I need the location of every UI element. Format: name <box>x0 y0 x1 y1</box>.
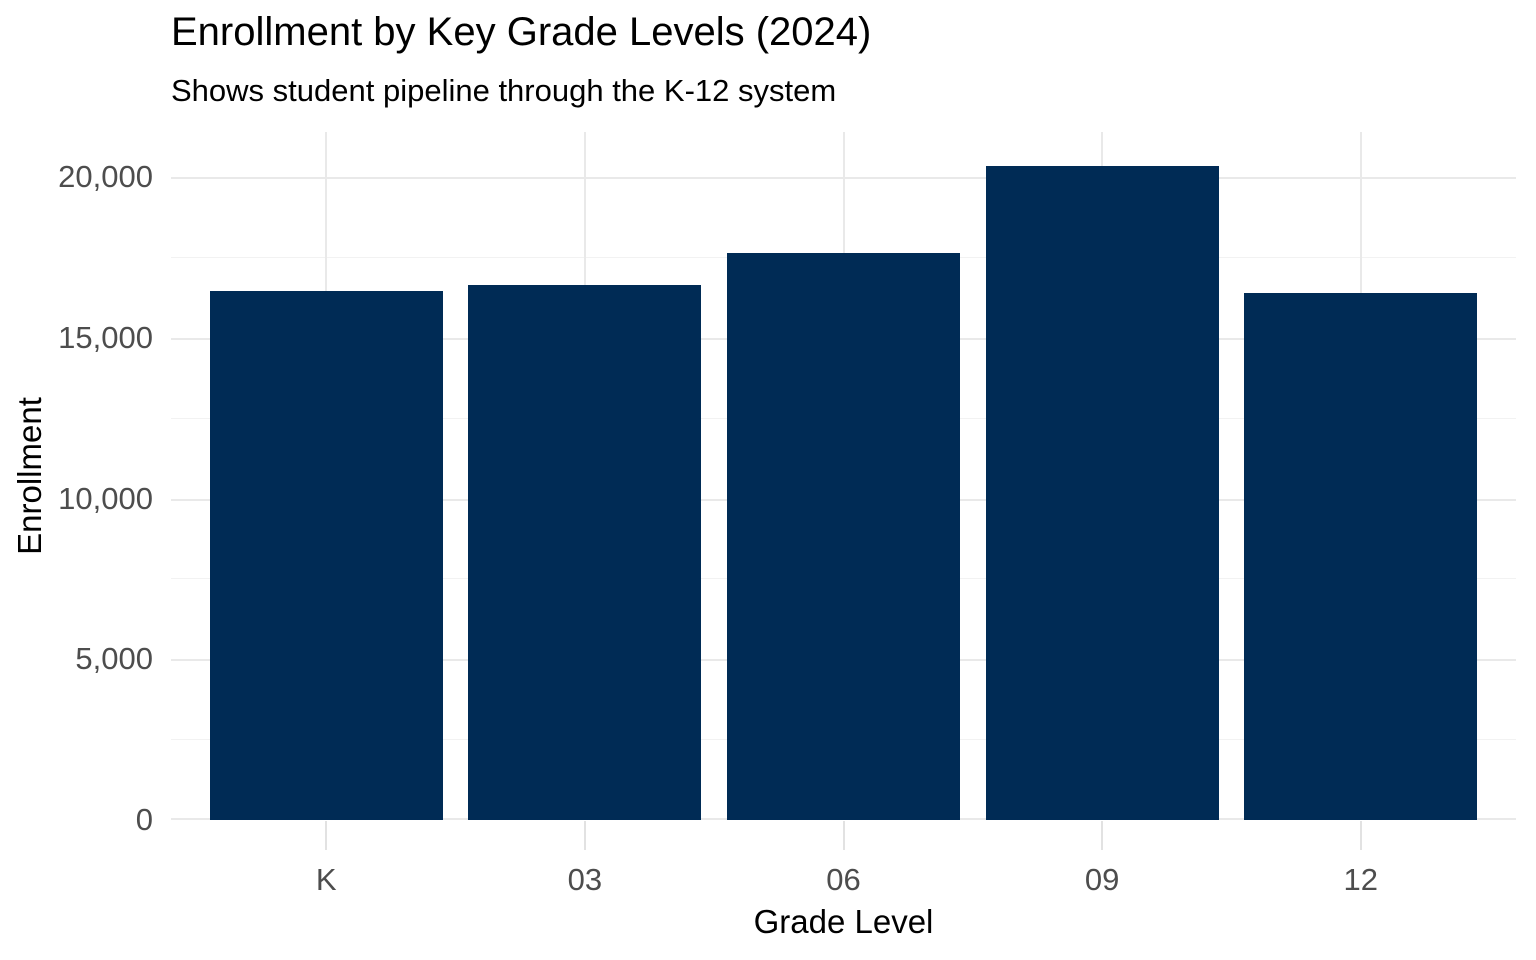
x-tick-mark <box>1101 821 1104 850</box>
bar-03 <box>468 284 702 820</box>
bar-K <box>209 291 443 820</box>
y-axis-title: Enrollment <box>11 397 48 555</box>
x-tick-mark <box>1359 821 1362 850</box>
bar-09 <box>985 166 1219 820</box>
x-tick-mark <box>842 821 845 850</box>
y-tick-label: 5,000 <box>75 641 153 677</box>
x-tick-mark <box>325 821 328 850</box>
x-tick-label: K <box>315 862 337 897</box>
y-tick-label: 20,000 <box>58 159 153 194</box>
x-tick-label: 06 <box>826 862 861 897</box>
x-tick-mark <box>583 821 586 850</box>
x-tick-label: 09 <box>1084 862 1120 897</box>
y-tick-label: 15,000 <box>58 319 153 355</box>
bar-12 <box>1244 292 1478 820</box>
bar-06 <box>727 252 960 820</box>
chart-title: Enrollment by Key Grade Levels (2024) <box>171 10 872 54</box>
chart-subtitle: Shows student pipeline through the K-12 … <box>171 73 837 108</box>
x-axis-title: Grade Level <box>753 903 934 940</box>
y-tick-label: 10,000 <box>58 480 153 516</box>
y-tick-label: 0 <box>135 802 153 837</box>
x-tick-label: 12 <box>1343 862 1379 897</box>
x-tick-label: 03 <box>567 862 603 897</box>
plot-panel <box>171 132 1516 820</box>
